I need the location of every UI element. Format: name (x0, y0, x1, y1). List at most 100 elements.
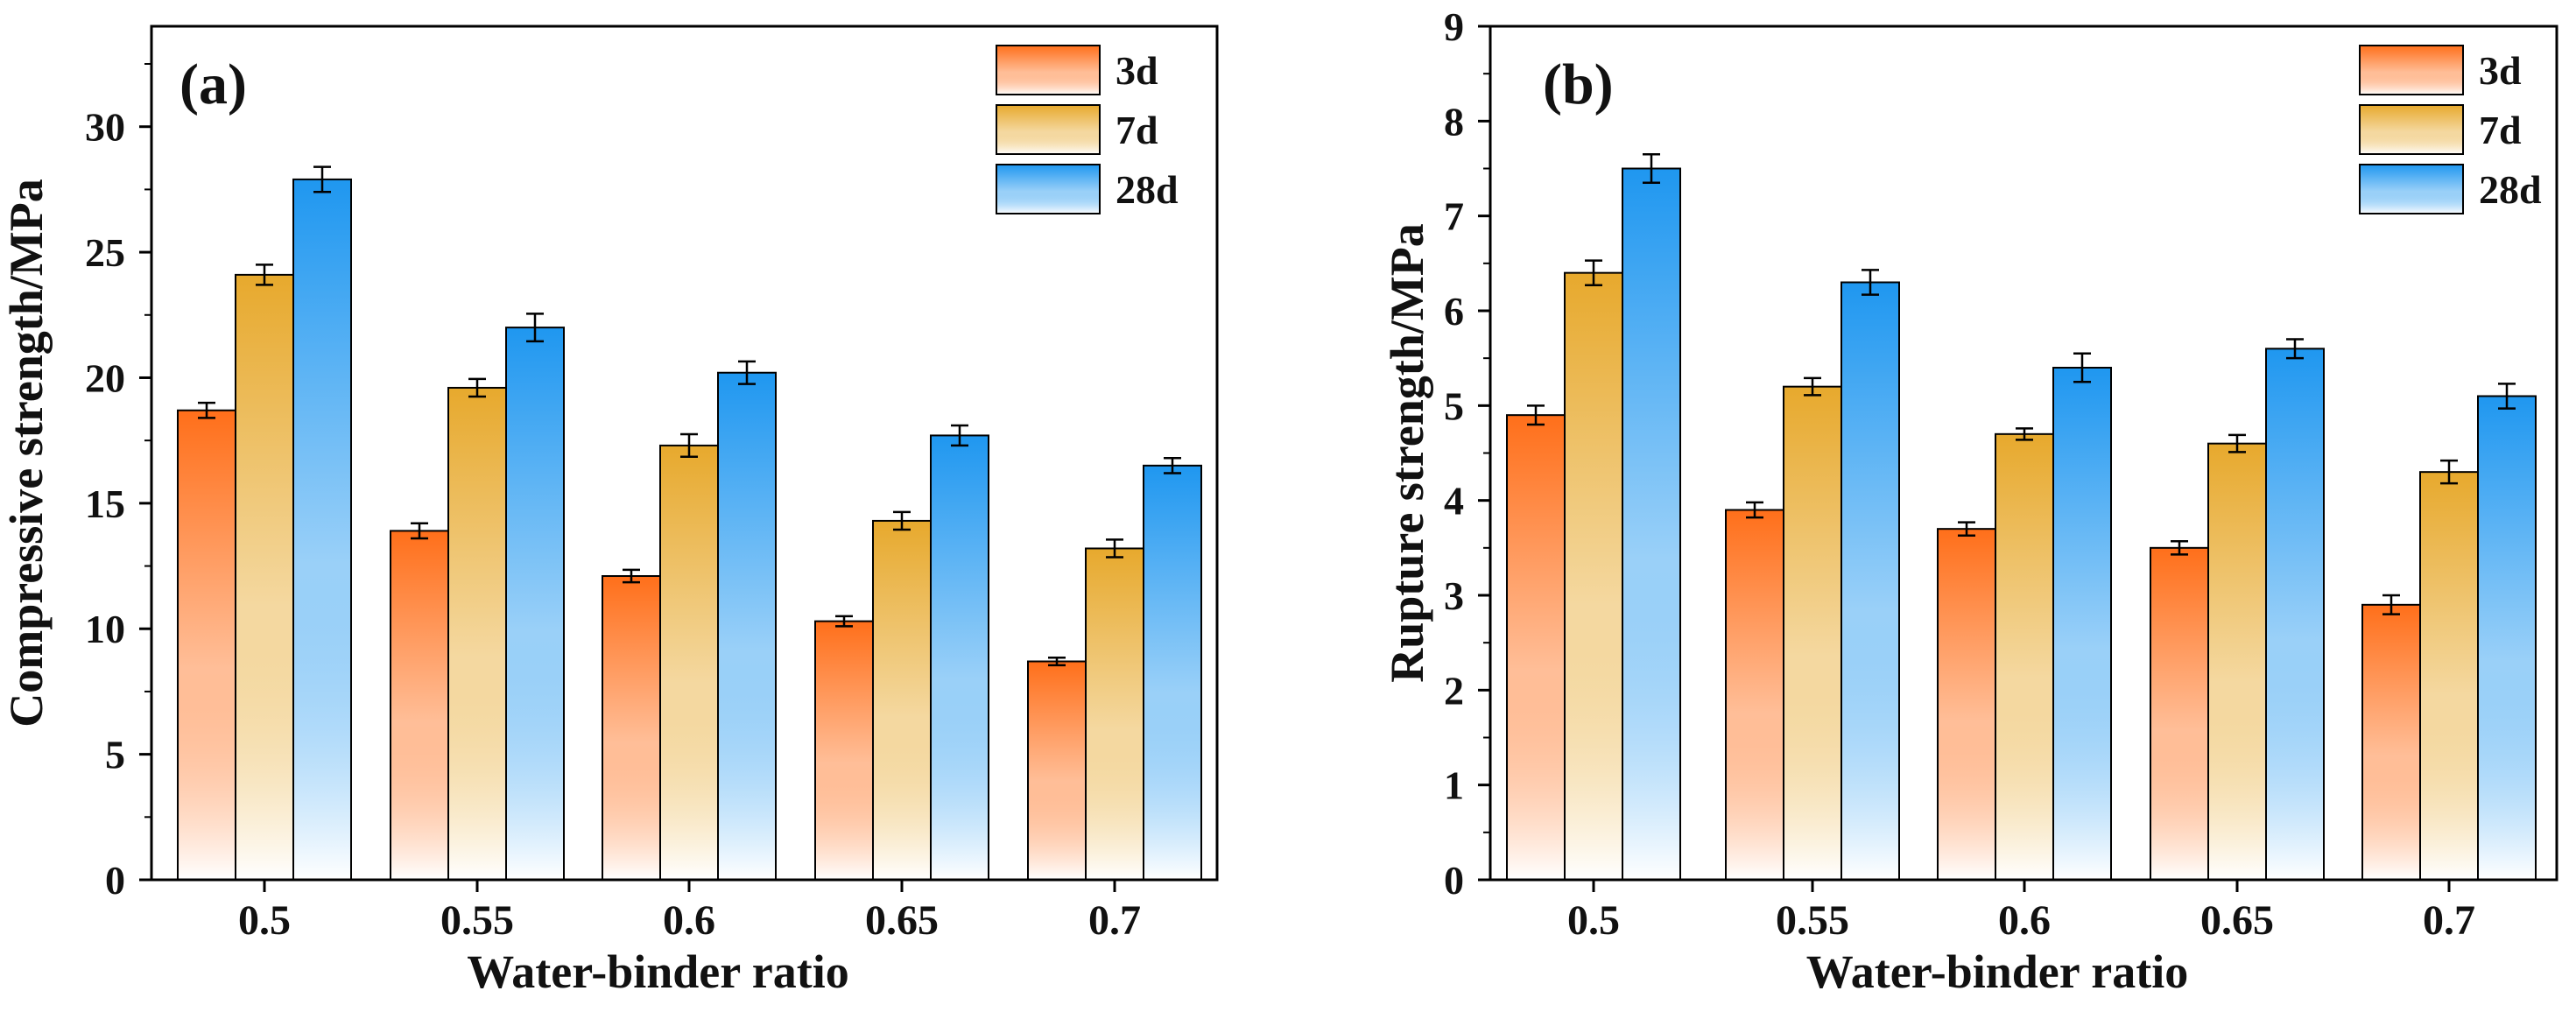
bar-b-0.7-7d (2419, 471, 2479, 882)
error-bar-a-0.5-3d (198, 401, 215, 419)
x-tick-label-a-0.55: 0.55 (440, 897, 514, 944)
x-tick-label-b-0.55: 0.55 (1776, 897, 1849, 944)
bar-b-0.65-28d (2265, 348, 2325, 882)
x-tick-label-a-0.7: 0.7 (1088, 897, 1141, 944)
bar-b-0.55-7d (1783, 385, 1842, 881)
legend-a: 3d 7d 28d (996, 45, 1179, 214)
x-tick-label-a-0.5: 0.5 (238, 897, 291, 944)
error-bar-b-0.6-28d (2073, 352, 2091, 383)
error-bar-b-0.5-3d (1527, 404, 1545, 426)
error-bar-b-0.55-7d (1804, 376, 1821, 397)
error-bar-a-0.55-28d (526, 313, 544, 343)
error-bar-b-0.7-28d (2498, 383, 2516, 410)
y-tick-label-a-10: 10 (85, 607, 125, 651)
error-bar-a-0.5-7d (256, 264, 273, 286)
y-tick-label-a-0: 0 (105, 858, 125, 903)
x-axis-title-b: Water-binder ratio (1806, 945, 2188, 998)
error-bar-b-0.6-3d (1958, 521, 1975, 537)
bar-a-0.7-7d (1085, 547, 1144, 881)
error-bar-a-0.6-3d (623, 568, 640, 584)
bar-a-0.65-28d (930, 434, 989, 881)
y-tick-label-b-7: 7 (1444, 194, 1464, 239)
legend-swatch-b-3d (2359, 45, 2464, 95)
error-bar-a-0.5-28d (313, 165, 331, 193)
error-bar-b-0.7-7d (2440, 459, 2458, 485)
y-tick-label-a-30: 30 (85, 105, 125, 150)
x-tick-label-b-0.7: 0.7 (2423, 897, 2475, 944)
legend-swatch-a-28d (996, 164, 1101, 214)
plot-frame-a (150, 25, 1219, 882)
bar-a-0.5-3d (177, 409, 236, 881)
panel-label-a: (a) (179, 53, 247, 116)
bar-b-0.7-3d (2361, 603, 2421, 881)
error-bar-b-0.65-7d (2228, 433, 2246, 453)
y-tick-label-a-5: 5 (105, 733, 125, 777)
legend-label-a-7d: 7d (1116, 108, 1158, 152)
error-bar-b-0.5-28d (1643, 153, 1660, 184)
y-tick-label-a-15: 15 (85, 481, 125, 526)
bar-a-0.55-7d (447, 386, 507, 881)
y-axis-title-a: Compressive strength/MPa (0, 179, 53, 727)
bar-a-0.6-28d (717, 371, 777, 881)
y-tick-label-b-2: 2 (1444, 668, 1464, 713)
bar-b-0.7-28d (2477, 395, 2537, 881)
bar-b-0.55-3d (1725, 509, 1784, 881)
error-bar-a-0.65-3d (835, 615, 853, 628)
bar-a-0.55-28d (505, 327, 565, 881)
panel-label-b: (b) (1543, 53, 1614, 116)
bar-b-0.6-28d (2052, 367, 2112, 881)
error-bar-a-0.65-7d (893, 510, 911, 531)
bar-b-0.65-3d (2150, 546, 2209, 881)
error-bar-a-0.7-7d (1106, 538, 1123, 559)
bar-a-0.7-3d (1027, 660, 1087, 881)
legend-swatch-b-7d (2359, 104, 2464, 155)
legend-label-a-3d: 3d (1116, 48, 1158, 93)
legend-label-b-28d: 28d (2479, 167, 2542, 212)
bar-b-0.6-7d (1995, 432, 2054, 881)
y-tick-label-a-20: 20 (85, 355, 125, 400)
legend-swatch-b-28d (2359, 164, 2464, 214)
bar-a-0.5-28d (292, 178, 352, 882)
x-tick-label-b-0.5: 0.5 (1567, 897, 1620, 944)
y-tick-label-b-4: 4 (1444, 479, 1464, 524)
y-tick-label-b-6: 6 (1444, 289, 1464, 334)
y-tick-label-b-0: 0 (1444, 858, 1464, 903)
error-bar-b-0.7-3d (2382, 594, 2400, 615)
legend-label-b-3d: 3d (2479, 48, 2522, 93)
panel-b-rupture-chart: 0.5 0.55 0.6 0.65 0.7 0 1 2 3 4 5 6 7 8 9 Rupture stren… (1381, 4, 2558, 998)
y-tick-label-a-25: 25 (85, 230, 125, 275)
panel-a-compressive-chart: 0.5 0.55 0.6 0.65 0.7 0 5 10 15 20 25 30 Compressive… (0, 25, 1219, 998)
error-bar-b-0.65-28d (2286, 338, 2304, 360)
legend-swatch-a-3d (996, 45, 1101, 95)
legend-swatch-a-7d (996, 104, 1101, 155)
error-bar-a-0.55-7d (468, 377, 486, 398)
bar-a-0.55-3d (390, 530, 449, 881)
bar-b-0.6-3d (1937, 528, 1996, 882)
x-tick-label-b-0.6: 0.6 (1998, 897, 2051, 944)
y-tick-label-b-8: 8 (1444, 99, 1464, 144)
error-bar-a-0.6-28d (738, 360, 756, 385)
error-bar-a-0.55-3d (411, 522, 428, 540)
bar-b-0.5-7d (1564, 271, 1623, 881)
y-tick-label-b-9: 9 (1444, 4, 1464, 49)
bar-b-0.55-28d (1841, 281, 1900, 881)
y-tick-label-b-1: 1 (1444, 763, 1464, 808)
error-bar-b-0.5-7d (1585, 259, 1602, 286)
x-tick-label-b-0.65: 0.65 (2200, 897, 2274, 944)
error-bar-a-0.65-28d (951, 424, 968, 447)
error-bar-a-0.7-3d (1048, 656, 1066, 667)
bar-a-0.65-3d (814, 620, 874, 881)
error-bar-b-0.65-3d (2171, 540, 2188, 556)
bar-a-0.7-28d (1143, 464, 1202, 882)
legend-label-b-7d: 7d (2479, 108, 2522, 152)
y-axis-title-b: Rupture strength/MPa (1381, 223, 1433, 683)
x-tick-label-a-0.6: 0.6 (663, 897, 715, 944)
bar-b-0.5-28d (1622, 167, 1681, 881)
bar-b-0.5-3d (1506, 414, 1566, 881)
x-tick-label-a-0.65: 0.65 (865, 897, 939, 944)
error-bar-a-0.6-7d (680, 432, 698, 459)
legend-b: 3d 7d 28d (2359, 45, 2542, 214)
bar-a-0.65-7d (872, 519, 932, 881)
y-tick-label-b-3: 3 (1444, 573, 1464, 618)
